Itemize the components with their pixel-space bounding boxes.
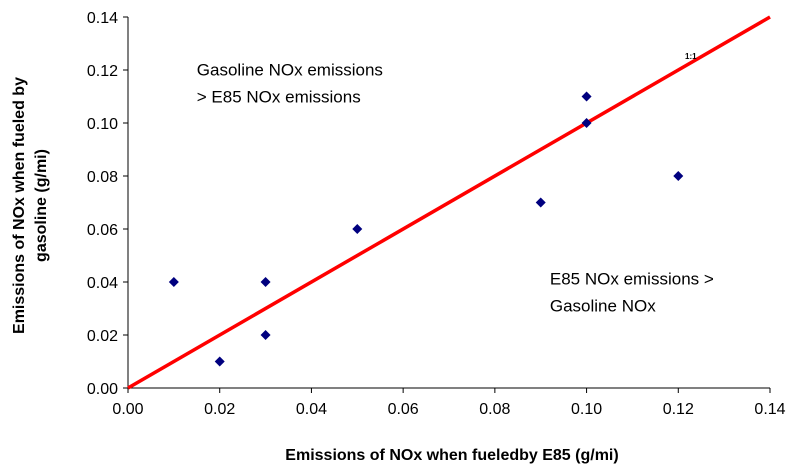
annotation-text: Gasoline NOx — [550, 297, 656, 316]
y-tick-label: 0.08 — [87, 169, 118, 186]
x-tick-label: 0.02 — [204, 401, 235, 418]
data-point — [352, 224, 363, 234]
annotation-text: > E85 NOx emissions — [197, 87, 361, 106]
x-tick-label: 0.14 — [754, 401, 785, 418]
data-point — [581, 118, 592, 128]
annotation-text: Gasoline NOx emissions — [197, 60, 383, 79]
data-point — [260, 277, 271, 287]
data-point — [535, 197, 546, 208]
data-point — [581, 91, 592, 102]
y-tick-label: 0.10 — [87, 116, 118, 133]
y-axis-title-line: gasoline (g/mi) — [33, 149, 50, 262]
x-tick-label: 0.10 — [571, 401, 602, 418]
y-tick-label: 0.04 — [87, 275, 118, 292]
data-point — [168, 277, 179, 287]
reference-line-label: 1:1 — [685, 52, 697, 61]
reference-line-1-1 — [127, 15, 771, 390]
y-axis-title: Emissions of NOx when fueled by gasoline … — [11, 77, 50, 334]
x-tick-label: 0.08 — [479, 401, 510, 418]
data-point — [260, 330, 271, 340]
data-point — [214, 356, 225, 367]
y-tick-label: 0.06 — [87, 222, 118, 239]
data-point — [673, 171, 684, 181]
x-axis-title: Emissions of NOx when fueledby E85 (g/mi… — [285, 447, 618, 464]
x-tick-label: 0.06 — [388, 401, 419, 418]
y-tick-label: 0.02 — [87, 328, 118, 345]
annotation-text: E85 NOx emissions > — [550, 270, 714, 289]
x-tick-label: 0.00 — [112, 401, 143, 418]
y-tick-label: 0.14 — [87, 10, 118, 27]
y-tick-label: 0.00 — [87, 381, 118, 398]
x-tick-label: 0.04 — [296, 401, 327, 418]
y-axis-title-line: Emissions of NOx when fueled by — [11, 77, 28, 334]
x-tick-label: 0.12 — [663, 401, 694, 418]
y-tick-label: 0.12 — [87, 63, 118, 80]
